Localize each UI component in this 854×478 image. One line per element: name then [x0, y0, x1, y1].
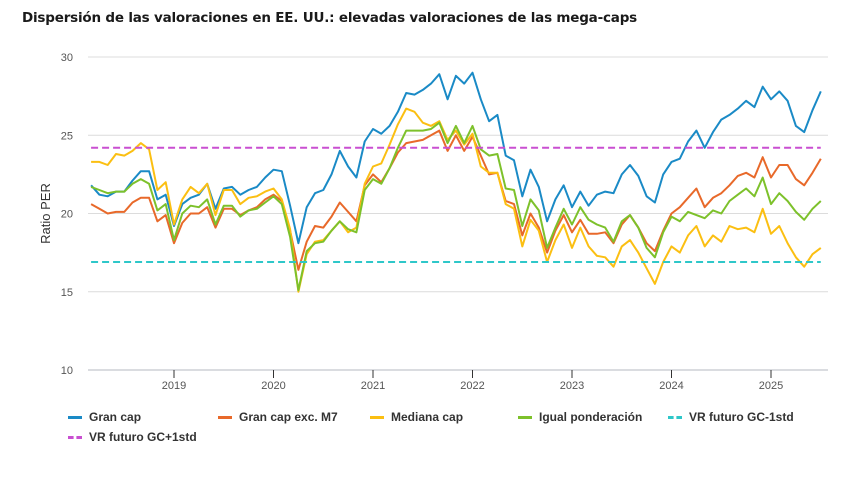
x-tick-label: 2021: [361, 380, 385, 392]
legend-item-vr-futuro-gc-plus-1std[interactable]: VR futuro GC+1std: [68, 430, 197, 444]
legend-swatch-gran-cap-exc-m7: [218, 415, 232, 419]
x-tick-label: 2023: [560, 380, 584, 392]
legend-item-vr-futuro-gc-1std[interactable]: VR futuro GC-1std: [668, 410, 794, 424]
series-line-igual-ponderacion: [90, 121, 822, 292]
series-line-mediana-cap: [91, 107, 822, 293]
legend-label: Igual ponderación: [539, 410, 643, 424]
x-tick-label: 2022: [460, 380, 484, 392]
legend-label: VR futuro GC-1std: [689, 410, 794, 424]
series-lines: [90, 71, 822, 293]
legend-label: Gran cap exc. M7: [239, 410, 338, 424]
chart-title: Dispersión de las valoraciones en EE. UU…: [22, 10, 638, 26]
y-axis-title: Ratio PER: [38, 183, 53, 244]
legend-swatch-mediana-cap: [370, 415, 384, 419]
y-tick-label: 15: [61, 287, 73, 299]
legend-swatch-vr-futuro-gc-plus-1std: [68, 435, 82, 439]
x-tick-label: 2020: [261, 380, 285, 392]
legend-swatch-vr-futuro-gc-1std: [668, 415, 682, 419]
legend-item-igual-ponderacion[interactable]: Igual ponderación: [518, 410, 642, 424]
y-tick-label: 10: [61, 365, 73, 377]
y-tick-label: 30: [61, 52, 73, 64]
x-tick-label: 2024: [659, 380, 683, 392]
legend-swatch-igual-ponderacion: [518, 415, 532, 419]
legend-item-gran-cap-exc-m7[interactable]: Gran cap exc. M7: [218, 410, 338, 424]
y-tick-label: 25: [61, 130, 73, 142]
series-line-gran-cap-exc-m7: [90, 129, 822, 271]
y-axis-ticks: 10 15 20 25 30: [61, 52, 73, 377]
legend-item-gran-cap[interactable]: Gran cap: [68, 410, 141, 424]
y-tick-label: 20: [61, 209, 73, 221]
legend-label: Gran cap: [89, 410, 142, 424]
series-line-gran-cap: [90, 71, 822, 245]
legend-label: Mediana cap: [391, 410, 464, 424]
x-axis: 2019 2020 2021 2022 2023 2024 2025: [162, 370, 783, 392]
x-tick-label: 2019: [162, 380, 186, 392]
legend-label: VR futuro GC+1std: [89, 430, 197, 444]
legend-swatch-gran-cap: [68, 415, 82, 419]
legend-item-mediana-cap[interactable]: Mediana cap: [370, 410, 463, 424]
x-tick-label: 2025: [759, 380, 783, 392]
